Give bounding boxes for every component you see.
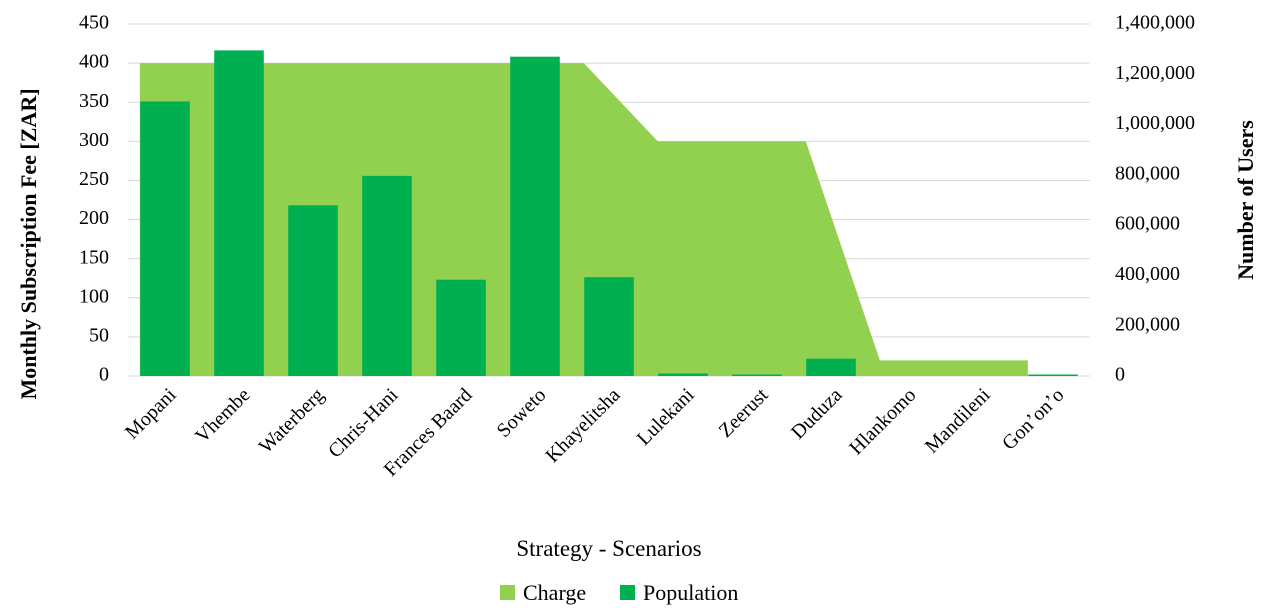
- left-axis-title: Monthly Subscription Fee [ZAR]: [16, 88, 41, 399]
- left-tick-label: 0: [99, 364, 109, 386]
- category-label: Lulekani: [633, 384, 699, 450]
- left-tick-label: 450: [79, 12, 109, 34]
- category-label: Duduza: [787, 384, 847, 444]
- category-label: Gon’on’o: [998, 384, 1069, 455]
- left-tick-label: 200: [79, 207, 109, 229]
- population-bar: [140, 101, 190, 376]
- category-label: Chris-Hani: [324, 384, 403, 463]
- right-axis-ticks: 0 200,000 400,000 600,000 800,000 1,000,000 1,…: [1115, 12, 1195, 386]
- left-tick-label: 300: [79, 129, 109, 151]
- population-bar: [584, 277, 634, 376]
- left-tick-label: 250: [79, 168, 109, 190]
- category-label: Waterberg: [255, 384, 329, 458]
- population-bar: [732, 375, 782, 377]
- population-bar: [658, 373, 708, 376]
- right-axis-title: Number of Users: [1233, 120, 1258, 280]
- population-bar: [806, 359, 856, 376]
- category-label: Mandileni: [921, 384, 995, 458]
- category-label: Mopani: [121, 384, 181, 444]
- left-axis-ticks: 0 50 100 150 200 250 300 350 400 450: [79, 12, 109, 386]
- legend: Charge Population: [500, 580, 738, 605]
- category-label: Khayelitsha: [541, 384, 624, 467]
- category-label: Vhembe: [191, 384, 255, 448]
- legend-label-charge: Charge: [523, 580, 586, 605]
- right-tick-label: 200,000: [1115, 313, 1180, 335]
- right-tick-label: 600,000: [1115, 213, 1180, 235]
- population-bar: [1028, 375, 1078, 377]
- left-tick-label: 50: [89, 324, 109, 346]
- right-tick-label: 1,000,000: [1115, 112, 1195, 134]
- x-axis-title: Strategy - Scenarios: [516, 536, 701, 561]
- legend-label-population: Population: [643, 580, 738, 605]
- right-tick-label: 1,400,000: [1115, 12, 1195, 34]
- population-bar: [436, 280, 486, 376]
- right-tick-label: 0: [1115, 364, 1125, 386]
- category-label: Zeerust: [715, 384, 773, 442]
- left-tick-label: 100: [79, 285, 109, 307]
- population-bar: [362, 176, 412, 376]
- left-tick-label: 350: [79, 90, 109, 112]
- left-tick-label: 400: [79, 51, 109, 73]
- legend-swatch-charge: [500, 585, 515, 600]
- population-bar: [288, 205, 338, 376]
- right-tick-label: 1,200,000: [1115, 62, 1195, 84]
- left-tick-label: 150: [79, 246, 109, 268]
- category-label: Soweto: [493, 384, 551, 442]
- population-bar: [510, 57, 560, 376]
- population-bar: [214, 50, 264, 376]
- legend-swatch-population: [620, 585, 635, 600]
- right-tick-label: 800,000: [1115, 162, 1180, 184]
- right-tick-label: 400,000: [1115, 263, 1180, 285]
- category-label: Hlankomo: [845, 384, 920, 459]
